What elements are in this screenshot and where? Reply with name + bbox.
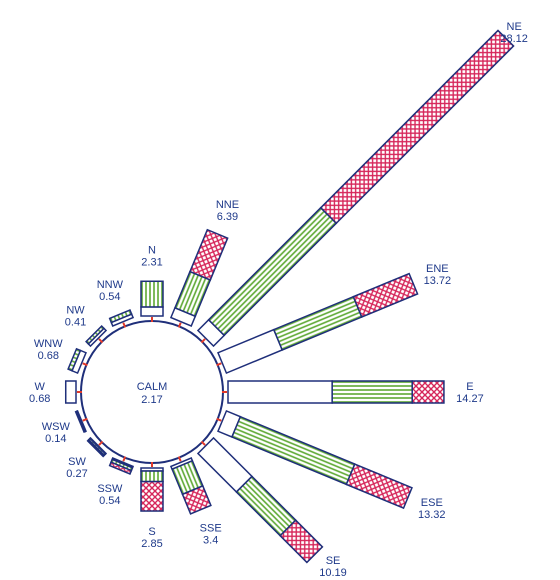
- label-wnw-name: WNW: [34, 338, 63, 350]
- label-sw-value: 0.27: [66, 468, 87, 480]
- tick-ssw: [122, 456, 127, 462]
- segment-e-mid-speed: [331, 380, 413, 404]
- label-ene-name: ENE: [426, 263, 449, 275]
- label-w-name: W: [35, 381, 46, 393]
- segment-ssw-high-speed: [108, 461, 133, 475]
- label-wsw-name: WSW: [42, 421, 71, 433]
- label-nnw-value: 0.54: [99, 291, 120, 303]
- tick-nw: [98, 338, 104, 344]
- bar-s: [140, 467, 164, 512]
- segment-ese-high-speed: [345, 463, 413, 510]
- label-ne-value: 28.12: [500, 33, 528, 45]
- segment-n-low-speed: [140, 306, 164, 317]
- label-sw-name: SW: [68, 456, 86, 468]
- segment-ne-high-speed: [319, 29, 515, 225]
- bar-sw: [86, 436, 108, 458]
- bar-nw: [85, 325, 108, 348]
- label-nw-value: 0.41: [65, 316, 86, 328]
- label-sse-name: SSE: [200, 523, 222, 535]
- label-ne-name: NE: [507, 21, 522, 33]
- label-w-value: 0.68: [29, 393, 50, 405]
- bar-ne: [196, 29, 515, 348]
- label-nw-name: NW: [66, 304, 85, 316]
- label-s-name: S: [148, 526, 155, 538]
- segment-s-mid-speed: [140, 470, 164, 483]
- label-ese-value: 13.32: [418, 509, 446, 521]
- direction-bars: [64, 29, 515, 564]
- segment-ene-high-speed: [352, 272, 419, 319]
- label-s-value: 2.85: [141, 538, 162, 550]
- bar-nne: [169, 228, 229, 327]
- label-se-name: SE: [326, 555, 341, 567]
- segment-sw-high-speed: [86, 438, 106, 458]
- label-sse-value: 3.4: [203, 535, 218, 547]
- bar-wnw: [67, 347, 87, 375]
- segment-nne-high-speed: [189, 228, 229, 281]
- label-wsw-value: 0.14: [45, 433, 66, 445]
- segment-e-low-speed: [227, 380, 333, 404]
- segment-ene-low-speed: [217, 328, 284, 375]
- tick-nne: [177, 322, 182, 328]
- segment-wnw-mid-speed: [67, 347, 82, 372]
- segment-nw-mid-speed: [85, 325, 105, 345]
- bar-e: [227, 380, 445, 404]
- label-n-name: N: [148, 244, 156, 256]
- tick-ne: [200, 338, 206, 344]
- tick-wnw: [82, 362, 88, 367]
- label-nne-value: 6.39: [217, 211, 238, 223]
- tick-se: [200, 440, 206, 446]
- label-ssw-value: 0.54: [99, 495, 120, 507]
- label-e-name: E: [466, 381, 473, 393]
- label-nne-name: NNE: [216, 199, 239, 211]
- tick-sw: [98, 440, 104, 446]
- tick-ese: [216, 417, 222, 422]
- segment-n-mid-speed: [140, 280, 164, 308]
- label-ene-value: 13.72: [424, 275, 452, 287]
- segment-e-high-speed: [411, 380, 445, 404]
- label-wnw-value: 0.68: [38, 350, 59, 362]
- segment-se-mid-speed: [235, 475, 297, 537]
- label-nnw-name: NNW: [97, 279, 124, 291]
- tick-wsw: [82, 417, 88, 422]
- label-se-value: 10.19: [319, 567, 347, 579]
- tick-sse: [177, 456, 182, 462]
- label-ssw-name: SSW: [97, 483, 123, 495]
- bar-ene: [217, 272, 419, 375]
- label-e-value: 14.27: [456, 393, 484, 405]
- label-ese-name: ESE: [421, 497, 443, 509]
- bar-ssw: [108, 457, 135, 475]
- bar-n: [140, 280, 164, 317]
- bar-se: [196, 436, 324, 564]
- bar-wsw: [74, 409, 87, 434]
- calm-label: CALM: [137, 381, 168, 393]
- segment-w-low-speed: [64, 380, 77, 404]
- segment-nnw-mid-speed: [108, 309, 133, 324]
- label-n-value: 2.31: [141, 256, 162, 268]
- bar-sse: [169, 457, 212, 515]
- bar-w: [64, 380, 77, 404]
- segment-se-high-speed: [279, 519, 324, 564]
- bar-ese: [217, 409, 413, 510]
- segment-wsw-mid-speed: [74, 410, 87, 434]
- tick-nnw: [122, 322, 127, 328]
- bar-nnw: [108, 309, 135, 327]
- tick-ene: [216, 362, 222, 367]
- segment-ene-mid-speed: [272, 295, 363, 351]
- segment-sse-high-speed: [181, 484, 212, 515]
- segment-s-high-speed: [140, 480, 164, 512]
- calm-value: 2.17: [141, 394, 162, 406]
- direction-ticks: [77, 317, 227, 467]
